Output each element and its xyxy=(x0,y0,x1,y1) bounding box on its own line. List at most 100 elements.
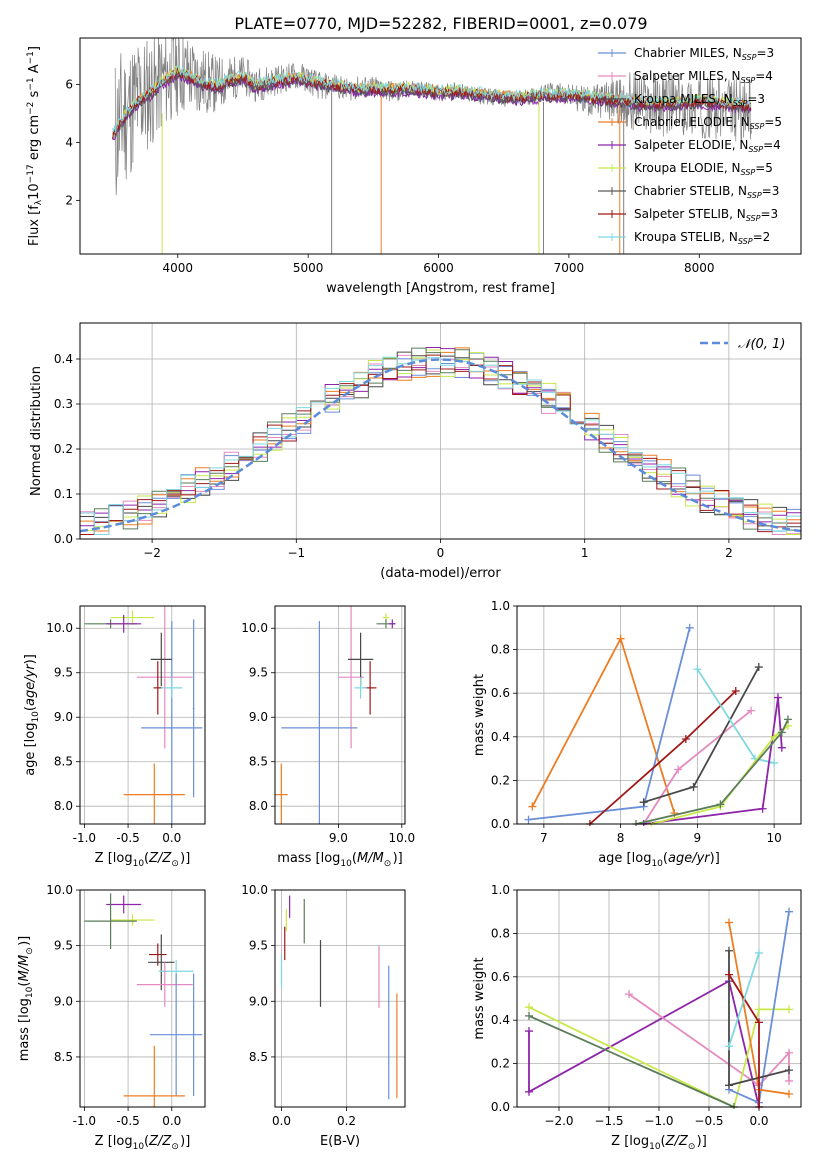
x-tick-label: −0.5 xyxy=(694,1114,723,1128)
errorbar-point-7 xyxy=(149,973,203,1096)
axes-frame xyxy=(79,37,802,255)
figure-title: PLATE=0770, MJD=52282, FIBERID=0001, z=0… xyxy=(234,14,647,33)
x-tick-label: 10.0 xyxy=(388,831,415,845)
x-axis-label: wavelength [Angstrom, rest frame] xyxy=(326,281,555,296)
weight-marker xyxy=(689,782,698,791)
weight-marker xyxy=(525,1087,533,1096)
legend-label-gaussian: 𝒩(0, 1) xyxy=(738,337,785,352)
legend-label-2: Kroupa MILES, NSSP=3 xyxy=(634,92,765,108)
errorbar-point-2 xyxy=(106,614,142,633)
axes-frame xyxy=(516,889,802,1108)
weight-line-0 xyxy=(531,636,676,814)
errorbar-point-6 xyxy=(150,632,172,687)
model-line-8 xyxy=(112,64,752,134)
x-tick-label: 8000 xyxy=(684,261,715,275)
x-tick-label: 0.0 xyxy=(162,1114,181,1128)
weight-marker xyxy=(785,907,793,916)
y-tick-label: 9.5 xyxy=(54,939,73,953)
weight-marker xyxy=(785,1066,793,1075)
y-tick-label: 9.0 xyxy=(54,994,73,1008)
weight-marker xyxy=(725,918,733,927)
errorbar-point-0 xyxy=(110,610,155,625)
y-tick-label: 1.0 xyxy=(491,883,510,897)
errorbar-point-3 xyxy=(136,606,193,749)
weight-marker xyxy=(770,758,779,767)
mass-vs-z-panel: -1.0 -0.5 0.0 8.5 9.0 9.5 10.0 Z [log10(Z/Z⊙ )]… xyxy=(17,883,206,1152)
y-tick-label: 0.2 xyxy=(54,442,73,456)
mass-weight-vs-z-panel: −2.0 −1.5 −1.0 −0.5 0.0 0.0 0.2 0.4 0.6 0.8 1.0 Z [… xyxy=(472,883,802,1152)
weight-marker xyxy=(758,804,767,813)
weight-marker xyxy=(785,1048,793,1057)
weight-marker xyxy=(783,715,792,724)
y-tick-label: 1.0 xyxy=(491,599,510,613)
legend-label-5: Kroupa ELODIE, NSSP=5 xyxy=(634,161,773,177)
y-axis-label: Normed distribution xyxy=(29,366,44,496)
x-tick-label: 0.2 xyxy=(337,1114,356,1128)
y-axis-label: mass weight xyxy=(472,957,487,1039)
mass-vs-ebv-plot-area xyxy=(280,895,398,1100)
x-axis-label: Z [log10(Z/Z⊙ )] xyxy=(95,1134,191,1152)
weight-marker xyxy=(525,1027,533,1036)
y-tick-label: 8.5 xyxy=(54,1050,73,1064)
weight-marker xyxy=(785,1089,793,1098)
residuals-panel: −2 −1 0 1 2 0.0 0.1 0.2 0.3 0.4 (data-model)/error… xyxy=(29,322,802,581)
y-axis-label: Flux [fλ10−17 erg cm−2 s−1 A−1] xyxy=(26,46,44,246)
errorbar-point-8 xyxy=(123,1045,185,1107)
mass-vs-ebv-panel: 0.0 0.2 8.5 9.0 9.5 10.0 E(B-V) xyxy=(241,883,406,1149)
weight-marker xyxy=(725,970,733,979)
axes-frame xyxy=(274,889,406,1108)
spectrum-plot-area xyxy=(112,38,752,254)
y-axis-label: mass [log10(M/M⊙ )] xyxy=(17,936,35,1062)
mass-weight-vs-age-panel: 7 8 9 10 0.0 0.2 0.4 0.6 0.8 1.0 age [log10(age/yr… xyxy=(472,599,802,869)
weight-line-2 xyxy=(589,690,737,825)
x-tick-label: 1 xyxy=(581,546,589,560)
spectrum-panel: 4000 5000 6000 7000 8000 2 4 6 wavelength [Angst… xyxy=(26,37,802,296)
weight-marker xyxy=(731,687,740,696)
weight-marker xyxy=(754,663,763,672)
errorbar-point-2 xyxy=(389,619,396,629)
weight-marker xyxy=(747,706,756,715)
y-tick-label: 0.0 xyxy=(54,532,73,546)
gaussian-curve xyxy=(80,358,801,533)
y-tick-label: 8.0 xyxy=(54,799,73,813)
x-tick-label: 0.0 xyxy=(272,1114,291,1128)
y-tick-label: 4 xyxy=(65,135,73,149)
y-tick-label: 9.5 xyxy=(249,939,268,953)
y-tick-label: 8.5 xyxy=(54,755,73,769)
x-axis-label: (data-model)/error xyxy=(380,566,501,581)
weight-marker xyxy=(770,732,779,741)
x-axis-label: age [log10(age/yr)] xyxy=(598,851,720,869)
x-tick-label: 9.0 xyxy=(329,831,348,845)
y-tick-label: 8.5 xyxy=(249,755,268,769)
y-tick-label: 9.0 xyxy=(249,994,268,1008)
weight-marker xyxy=(681,734,690,743)
age-vs-mass-panel: 9.0 10.0 8.0 8.5 9.0 9.5 10.0 mass [log10(M/M⊙ … xyxy=(241,605,415,869)
weight-marker xyxy=(777,728,786,737)
y-tick-label: 0.6 xyxy=(491,970,510,984)
weight-marker xyxy=(616,634,625,643)
errorbar-point-7 xyxy=(153,661,163,715)
y-tick-label: 9.5 xyxy=(249,666,268,680)
x-tick-label: 5000 xyxy=(293,261,324,275)
weight-marker xyxy=(773,693,782,702)
y-tick-label: 6 xyxy=(65,77,73,91)
errorbar-point-6 xyxy=(136,962,193,1007)
x-tick-label: -1.0 xyxy=(73,1114,96,1128)
model-line-4 xyxy=(112,73,752,141)
weight-line-0 xyxy=(528,979,760,1108)
weight-marker xyxy=(685,623,694,632)
weight-marker xyxy=(525,1003,533,1012)
y-tick-label: 0.2 xyxy=(491,773,510,787)
legend-label-4: Salpeter ELODIE, NSSP=4 xyxy=(634,138,781,154)
legend-label-8: Kroupa STELIB, NSSP=2 xyxy=(634,230,770,246)
weight-marker xyxy=(725,1081,733,1090)
errorbar-point-4 xyxy=(141,621,203,824)
legend-label-6: Chabrier STELIB, NSSP=3 xyxy=(634,184,779,200)
weight-marker xyxy=(785,1076,793,1085)
age-vs-mass-plot-area xyxy=(275,606,396,824)
model-line-6 xyxy=(112,71,751,140)
weight-line-6 xyxy=(643,697,783,825)
y-tick-label: 10.0 xyxy=(241,621,268,635)
weight-marker xyxy=(693,665,702,674)
